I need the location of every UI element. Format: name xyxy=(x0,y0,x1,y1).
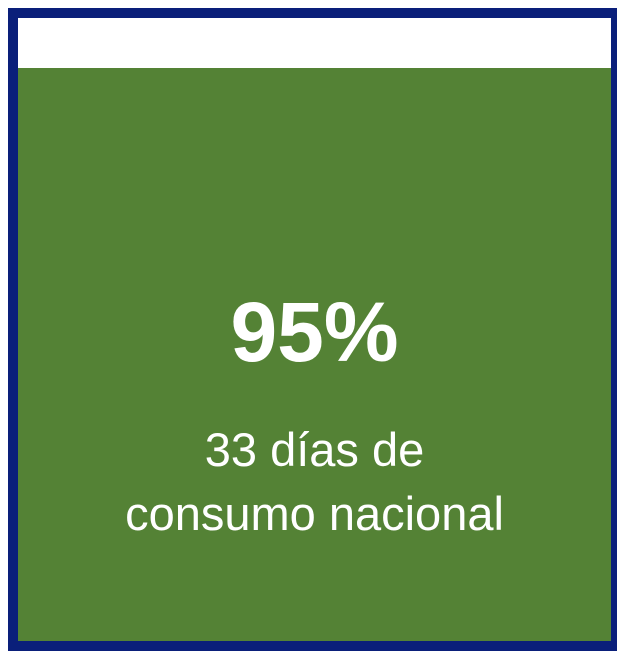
kpi-description: 33 días de xyxy=(204,423,425,476)
kpi-card: 95% 33 días de consumo nacional xyxy=(8,8,617,651)
kpi-description: consumo nacional xyxy=(125,487,504,540)
kpi-value: 95% xyxy=(230,285,399,379)
card-fill xyxy=(18,68,611,641)
